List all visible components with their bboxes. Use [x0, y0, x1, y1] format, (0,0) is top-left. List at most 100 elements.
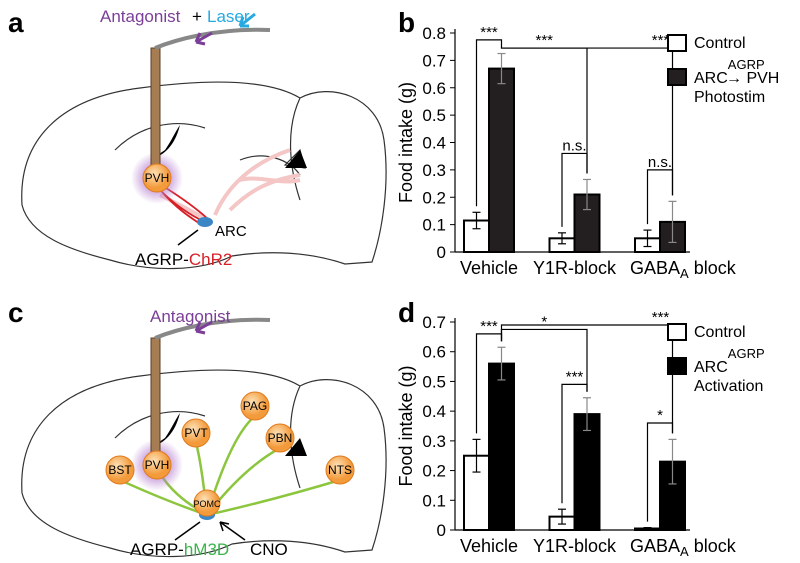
legend-part: ARC	[694, 359, 728, 376]
y-tick-label: 0.4	[422, 402, 446, 421]
brain-outline	[21, 81, 387, 270]
legend-label: Activation	[694, 378, 763, 395]
legend-label: ARCAGRP	[694, 346, 765, 376]
label-part: block	[689, 258, 737, 278]
node	[240, 391, 270, 421]
y-tick-label: 0.1	[422, 216, 446, 235]
probe	[150, 337, 161, 461]
charts: b Food intake (g) 0 0.1 0.2 0.3 0.4 0.5 0.6 0.7 0.…	[396, 7, 779, 559]
x-tick-label: GABAA block	[630, 258, 737, 281]
bar	[488, 362, 515, 531]
legend-swatch	[667, 323, 687, 341]
y-tick-label: 0.1	[422, 491, 446, 510]
projections	[159, 148, 301, 224]
label-part: GABA	[630, 536, 680, 556]
panel-letter: a	[8, 7, 24, 38]
legend-swatch	[667, 357, 687, 375]
node-label: PVH	[145, 458, 170, 472]
x-tick-label: Y1R-block	[533, 536, 617, 556]
y-tick-label: 0.3	[422, 432, 446, 451]
arrow	[194, 31, 213, 46]
label: Laser	[207, 7, 250, 26]
node-label: BST	[108, 463, 132, 477]
significance-bracket	[646, 169, 674, 225]
node-label: PVT	[184, 426, 208, 440]
green-fiber	[206, 478, 341, 517]
legend-part: ARC	[694, 70, 728, 87]
y-tick-label: 0.4	[422, 134, 446, 153]
legend-label: Control	[694, 324, 746, 341]
significance-bracket	[561, 152, 588, 227]
significance-bracket	[500, 324, 674, 434]
node	[193, 489, 221, 517]
y-tick-label: 0.8	[422, 24, 446, 43]
legend-label: Control	[694, 35, 746, 52]
significance-label: ***	[566, 368, 584, 385]
node-label: PAG	[243, 399, 267, 413]
label: hM3D	[184, 540, 229, 559]
panel-letter: c	[8, 297, 24, 328]
label: ARC	[215, 223, 247, 240]
label: AGRP-	[135, 250, 189, 269]
legend-part: → PVH	[726, 70, 779, 87]
legend-label: Photostim	[694, 89, 765, 106]
legend-label: ARCAGRP → PVH	[694, 57, 779, 87]
x-tick-label: Y1R-block	[533, 258, 617, 278]
label-sub: A	[680, 544, 689, 559]
y-tick-label: 0.7	[422, 51, 446, 70]
label: AGRP-	[130, 540, 184, 559]
label: ChR2	[189, 250, 232, 269]
pointer	[174, 521, 201, 541]
y-tick-label: 0	[437, 521, 446, 540]
y-tick-label: 0.2	[422, 462, 446, 481]
node-label: PBN	[268, 431, 293, 445]
significance-bracket	[500, 47, 674, 196]
y-tick-label: 0.3	[422, 161, 446, 180]
node-label: NTS	[328, 463, 352, 477]
significance-label: ***	[652, 32, 670, 49]
label: Antagonist	[100, 7, 181, 26]
arrow	[219, 521, 246, 541]
node	[265, 423, 295, 453]
y-tick-label: 0.7	[422, 313, 446, 332]
nodes: PVH BST PVH PVT PAG PBN NTS POMC	[105, 163, 355, 517]
significance-label: *	[541, 313, 547, 330]
arrow	[194, 320, 213, 335]
node	[142, 450, 172, 480]
legend-sup: AGRP	[728, 346, 765, 361]
cannula-line	[154, 27, 271, 50]
label: AGRP-hM3D	[130, 540, 229, 559]
arc-nucleus	[197, 217, 213, 227]
y-tick-label: 0.6	[422, 79, 446, 98]
panel-letter: b	[398, 7, 415, 38]
node	[181, 418, 211, 448]
node-label: PVH	[145, 171, 170, 185]
x-tick-label: GABAA block	[630, 536, 737, 559]
bar	[573, 413, 601, 531]
legend-swatch	[667, 34, 687, 52]
y-tick-label: 0.5	[422, 372, 446, 391]
legend-sup: AGRP	[728, 57, 765, 72]
node-label: POMC	[194, 499, 222, 509]
panel-a: a Antagonist + Laser ARC AGRP-ChR2	[8, 7, 387, 270]
pointer	[177, 229, 199, 246]
bar	[488, 67, 515, 254]
label: +	[192, 7, 202, 26]
label: Antagonist	[150, 307, 231, 326]
panel-letter: d	[398, 297, 415, 328]
label-part: GABA	[630, 258, 680, 278]
significance-label: n.s.	[648, 154, 672, 171]
label-part: block	[689, 536, 737, 556]
panel-c: c Antagonist AGRP-hM3D CNO	[8, 297, 387, 559]
label-sub: A	[680, 266, 689, 281]
significance-label: *	[657, 407, 663, 424]
chart: d Food intake (g) 0 0.1 0.2 0.3 0.4 0.5 0.6 0.7 Ve…	[396, 297, 765, 559]
y-axis-label: Food intake (g)	[396, 365, 416, 486]
y-tick-label: 0.2	[422, 188, 446, 207]
y-tick-label: 0.5	[422, 106, 446, 125]
chart: b Food intake (g) 0 0.1 0.2 0.3 0.4 0.5 0.6 0.7 0.…	[396, 7, 779, 281]
significance-label: ***	[480, 318, 498, 335]
significance-bracket	[646, 422, 674, 522]
legend-swatch	[667, 68, 687, 86]
